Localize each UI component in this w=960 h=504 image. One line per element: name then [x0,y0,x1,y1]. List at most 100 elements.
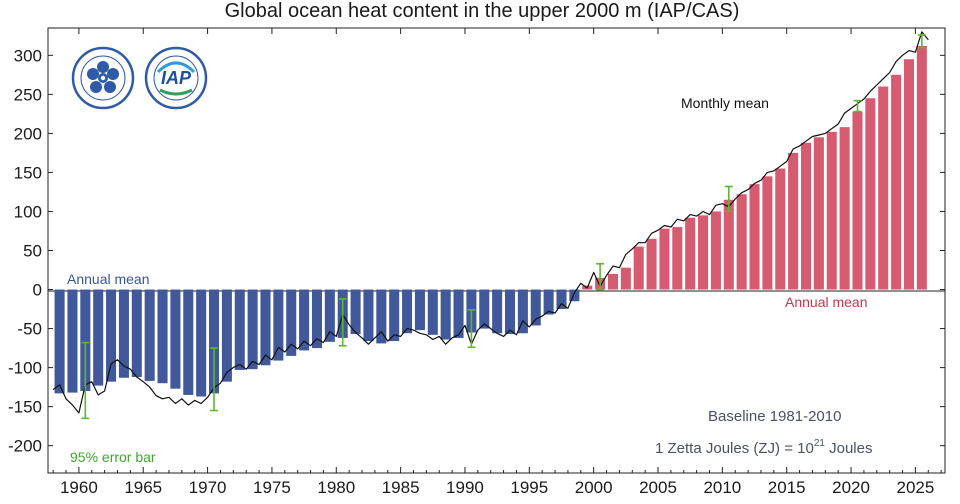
annual-bar-2005 [659,228,670,290]
annual-bar-1991 [479,289,490,329]
annual-bar-1998 [569,289,580,302]
annual-bar-2007 [685,217,696,290]
annual-bar-1988 [440,289,451,340]
annual-bar-1962 [106,289,117,382]
annual-bar-2006 [672,227,683,290]
error-bar-3 [467,309,476,349]
error-bars [81,34,926,420]
svg-text:IAP: IAP [161,68,192,88]
x-tick-label: 2010 [703,478,741,497]
error-bar-7 [917,34,926,49]
y-tick-label: 0 [33,281,42,300]
annual-bar-1986 [414,289,425,331]
annual-bar-2017 [813,137,824,290]
y-tick-label: 250 [14,85,42,104]
annual-bar-2013 [762,176,773,290]
annual-bar-2001 [607,273,618,290]
annual-bar-2002 [620,267,631,290]
y-tick-label: 100 [14,202,42,221]
annual-bar-1984 [389,289,400,342]
x-tick-label: 1985 [382,478,420,497]
annual-bar-1985 [402,289,413,334]
annual-bar-1966 [157,289,168,384]
annual-mean-right-label: Annual mean [785,294,868,310]
annual-bar-2014 [775,168,786,290]
annual-bars [54,45,927,397]
annual-bar-1994 [517,289,528,334]
error-bar-0 [81,341,90,420]
annual-bar-2003 [633,246,644,290]
x-tick-label: 2005 [639,478,677,497]
annual-bar-2020 [852,111,863,290]
error-bar-4 [596,262,605,291]
y-tick-label: 50 [23,242,42,261]
x-tick-label: 1975 [253,478,291,497]
error-bar-label: 95% error bar [70,449,156,465]
annual-bar-1969 [196,289,207,397]
annual-bar-1976 [286,289,297,356]
annual-bar-2021 [865,98,876,290]
annual-bar-2012 [749,184,760,290]
annual-bar-1989 [453,289,464,338]
monthly-mean-line [52,31,929,414]
annual-bar-1959 [67,289,78,393]
monthly-mean-label: Monthly mean [681,95,769,111]
unit-note: 1 Zetta Joules (ZJ) = 1021 Joules [655,438,872,457]
y-tick-label: -200 [8,437,42,456]
error-bar-6 [853,99,862,113]
x-tick-label: 1995 [510,478,548,497]
annual-bar-1958 [54,289,65,394]
x-tick-label: 1990 [446,478,484,497]
annual-bar-1973 [247,289,258,370]
unit-note-suffix: Joules [825,440,873,457]
annual-bar-2015 [788,152,799,290]
annual-bar-2004 [646,238,657,290]
y-tick-label: 200 [14,124,42,143]
y-tick-label: -150 [8,398,42,417]
error-bar-2 [338,298,347,347]
error-bar-1 [210,347,219,412]
y-tick-label: -100 [8,359,42,378]
annual-bar-1960 [80,289,91,392]
iap-logo: IAP [144,46,208,110]
annual-bar-1975 [273,289,284,361]
annual-bar-1993 [504,289,516,335]
annual-bar-1963 [118,289,129,378]
annual-bar-2023 [891,74,902,290]
annual-bar-1982 [363,289,374,342]
annual-bar-1964 [131,289,142,377]
annual-bar-1983 [376,289,387,344]
annual-bar-1971 [221,289,232,382]
annual-bar-1977 [299,289,310,351]
annual-bar-1968 [183,289,194,395]
annual-bar-1972 [234,289,245,370]
annual-mean-left-label: Annual mean [67,271,150,287]
annual-bar-2024 [903,59,914,290]
annual-bar-1987 [427,289,438,335]
cas-logo [71,46,135,110]
annual-bar-1970 [209,289,220,394]
x-tick-label: 2000 [575,478,613,497]
error-bar-5 [724,185,733,213]
x-tick-label: 2015 [768,478,806,497]
annual-bar-2019 [839,127,850,290]
annual-bar-2016 [800,142,812,290]
x-tick-label: 1980 [317,478,355,497]
annual-bar-1965 [144,289,155,381]
annual-bar-2010 [723,199,734,290]
x-tick-label: 1965 [124,478,162,497]
baseline-note: Baseline 1981-2010 [708,408,841,425]
annual-bar-1997 [556,289,567,310]
x-tick-label: 1960 [60,478,98,497]
annual-bar-1978 [311,289,322,349]
y-tick-label: 150 [14,163,42,182]
annual-bar-2008 [698,215,709,290]
annual-bar-1992 [492,289,503,334]
unit-note-prefix: 1 Zetta Joules (ZJ) = 10 [655,440,814,457]
y-tick-label: 300 [14,46,42,65]
x-tick-label: 1970 [189,478,227,497]
annual-bar-1996 [543,289,554,315]
annual-bar-1981 [350,289,361,335]
annual-bar-1979 [324,289,335,342]
